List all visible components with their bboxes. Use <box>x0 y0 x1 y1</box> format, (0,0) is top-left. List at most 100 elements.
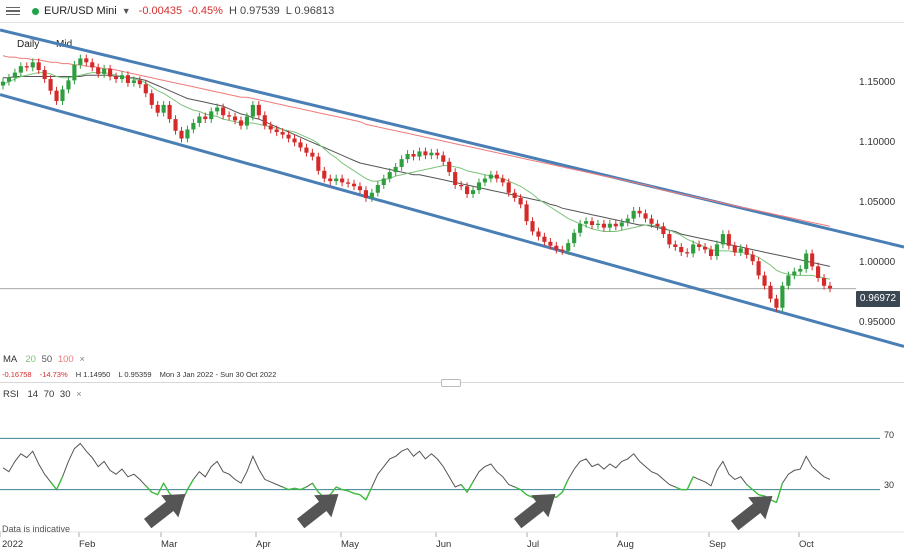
candle-body <box>423 151 428 156</box>
candle-body <box>780 285 785 308</box>
candle-body <box>262 115 267 126</box>
candle-body <box>375 185 380 193</box>
close-ma-icon[interactable]: × <box>79 354 85 365</box>
candle-body <box>482 178 487 183</box>
candle-body <box>613 223 618 227</box>
candle-body <box>512 192 517 198</box>
candle-body <box>661 226 666 235</box>
candle-body <box>244 116 250 126</box>
ma-legend: MA 20 50 100 × <box>3 354 85 365</box>
candle-body <box>78 58 83 65</box>
candle-body <box>691 244 696 254</box>
rsi-oversold-segment <box>157 482 165 496</box>
rsi-upper: 70 <box>43 389 55 400</box>
candle-body <box>238 120 244 126</box>
candle-body <box>24 66 29 68</box>
candle-body <box>768 285 773 299</box>
candle-body <box>536 231 541 237</box>
candle-body <box>435 152 440 156</box>
candle-body <box>6 77 12 82</box>
candle-body <box>459 185 464 187</box>
candle-body <box>518 197 523 205</box>
candle-body <box>774 298 779 308</box>
candle-body <box>316 156 321 171</box>
candle-body <box>155 104 160 113</box>
day-high: H 0.97539 <box>228 5 280 17</box>
candle-body <box>554 245 559 250</box>
candle-body <box>232 116 238 121</box>
channel-upper-line <box>0 28 904 249</box>
candle-body <box>619 222 624 227</box>
candle-body <box>821 278 827 286</box>
range-change-percent: -14.73% <box>39 370 68 379</box>
candle-body <box>304 147 309 153</box>
candle-body <box>322 170 327 179</box>
arrow-annotation <box>730 495 773 531</box>
rsi-oversold-segment <box>775 482 784 503</box>
ma-legend-title: MA <box>3 354 17 365</box>
rsi-oversold-segment <box>311 482 319 493</box>
rsi-oversold-segment <box>50 481 58 491</box>
candle-body <box>125 75 131 83</box>
rsi-oversold-segment <box>151 491 158 496</box>
candle-body <box>268 125 273 130</box>
candle-body <box>250 104 255 117</box>
close-rsi-icon[interactable]: × <box>76 389 82 400</box>
candle-body <box>637 210 642 214</box>
ma100-label: 100 <box>57 354 74 365</box>
candle-body <box>363 190 368 198</box>
chevron-down-icon[interactable]: ▼ <box>121 6 131 16</box>
arrow-shape <box>143 493 186 529</box>
rsi-oversold-segment <box>300 486 307 491</box>
candle-body <box>42 70 47 80</box>
instrument-header: EUR/USD Mini ▼ -0.00435 -0.45% H 0.97539… <box>0 0 904 23</box>
menu-icon[interactable] <box>6 6 20 16</box>
candle-body <box>256 104 261 116</box>
rsi-line <box>2 442 831 504</box>
price-axis-label: 1.00000 <box>859 257 896 268</box>
price-axis-label: 0.95000 <box>859 317 896 328</box>
time-axis-label: Mar <box>161 539 178 550</box>
range-stats: -0.16758 -14.73% H 1.14950 L 0.95359 Mon… <box>2 370 282 379</box>
rsi-oversold-segment <box>526 494 533 498</box>
candle-body <box>310 152 315 157</box>
interval-selector[interactable]: Daily <box>17 39 40 50</box>
candle-body <box>393 166 398 173</box>
rsi-oversold-segment <box>460 484 468 493</box>
candle-body <box>197 116 202 123</box>
time-axis-label: Feb <box>79 539 96 550</box>
symbol-name[interactable]: EUR/USD Mini <box>44 5 117 17</box>
rsi-oversold-segment <box>359 494 367 501</box>
rsi-oversold-segment <box>353 492 361 496</box>
candle-body <box>340 178 345 183</box>
arrow-annotation <box>513 493 556 529</box>
candle-body <box>185 129 190 139</box>
candle-body <box>827 285 833 289</box>
channel-lower-line <box>0 93 904 348</box>
candle-body <box>643 213 648 219</box>
rsi-oversold-segment <box>520 489 528 496</box>
candle-body <box>798 268 803 272</box>
candle-body <box>530 221 535 232</box>
pane-resize-handle[interactable] <box>441 379 461 387</box>
candle-body <box>685 252 690 254</box>
rsi-oversold-segment <box>347 490 355 495</box>
candle-body <box>191 123 196 130</box>
candle-body <box>566 243 571 251</box>
candle-body <box>369 192 374 198</box>
candle-body <box>280 132 285 135</box>
price-axis-label: 1.05000 <box>859 197 896 208</box>
candle-body <box>679 247 684 253</box>
range-change: -0.16758 <box>2 370 32 379</box>
rsi-oversold-segment <box>514 486 521 491</box>
candle-body <box>631 210 636 219</box>
rsi-legend-title: RSI <box>3 389 19 400</box>
candle-body <box>215 107 220 112</box>
arrow-shape <box>730 495 773 531</box>
candle-body <box>66 80 71 90</box>
candle-body <box>786 275 791 286</box>
date-range: Mon 3 Jan 2022 - Sun 30 Oct 2022 <box>159 370 277 379</box>
candle-body <box>589 221 595 226</box>
candle-body <box>810 253 815 267</box>
